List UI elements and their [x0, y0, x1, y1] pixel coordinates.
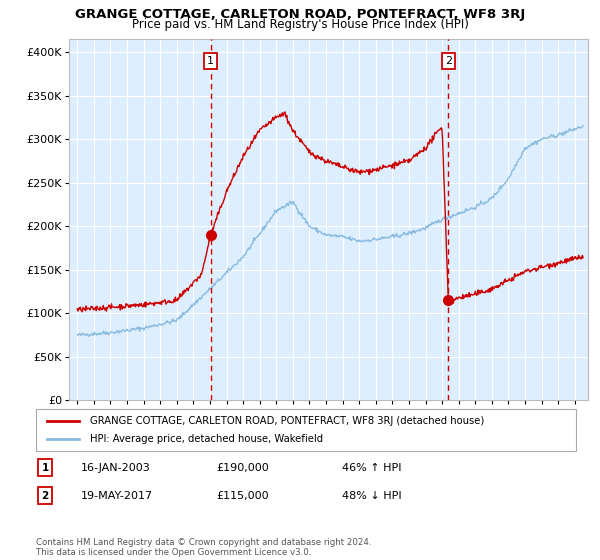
Text: GRANGE COTTAGE, CARLETON ROAD, PONTEFRACT, WF8 3RJ (detached house): GRANGE COTTAGE, CARLETON ROAD, PONTEFRAC… [90, 416, 484, 426]
Text: 16-JAN-2003: 16-JAN-2003 [81, 463, 151, 473]
Text: GRANGE COTTAGE, CARLETON ROAD, PONTEFRACT, WF8 3RJ: GRANGE COTTAGE, CARLETON ROAD, PONTEFRAC… [75, 8, 525, 21]
Text: Price paid vs. HM Land Registry's House Price Index (HPI): Price paid vs. HM Land Registry's House … [131, 18, 469, 31]
Text: £190,000: £190,000 [216, 463, 269, 473]
Text: 19-MAY-2017: 19-MAY-2017 [81, 491, 153, 501]
Text: Contains HM Land Registry data © Crown copyright and database right 2024.
This d: Contains HM Land Registry data © Crown c… [36, 538, 371, 557]
Text: 2: 2 [41, 491, 49, 501]
Text: 48% ↓ HPI: 48% ↓ HPI [342, 491, 401, 501]
Text: HPI: Average price, detached house, Wakefield: HPI: Average price, detached house, Wake… [90, 434, 323, 444]
FancyBboxPatch shape [36, 409, 576, 451]
Text: 2: 2 [445, 56, 452, 66]
Text: £115,000: £115,000 [216, 491, 269, 501]
Text: 1: 1 [207, 56, 214, 66]
Text: 1: 1 [41, 463, 49, 473]
Text: 46% ↑ HPI: 46% ↑ HPI [342, 463, 401, 473]
